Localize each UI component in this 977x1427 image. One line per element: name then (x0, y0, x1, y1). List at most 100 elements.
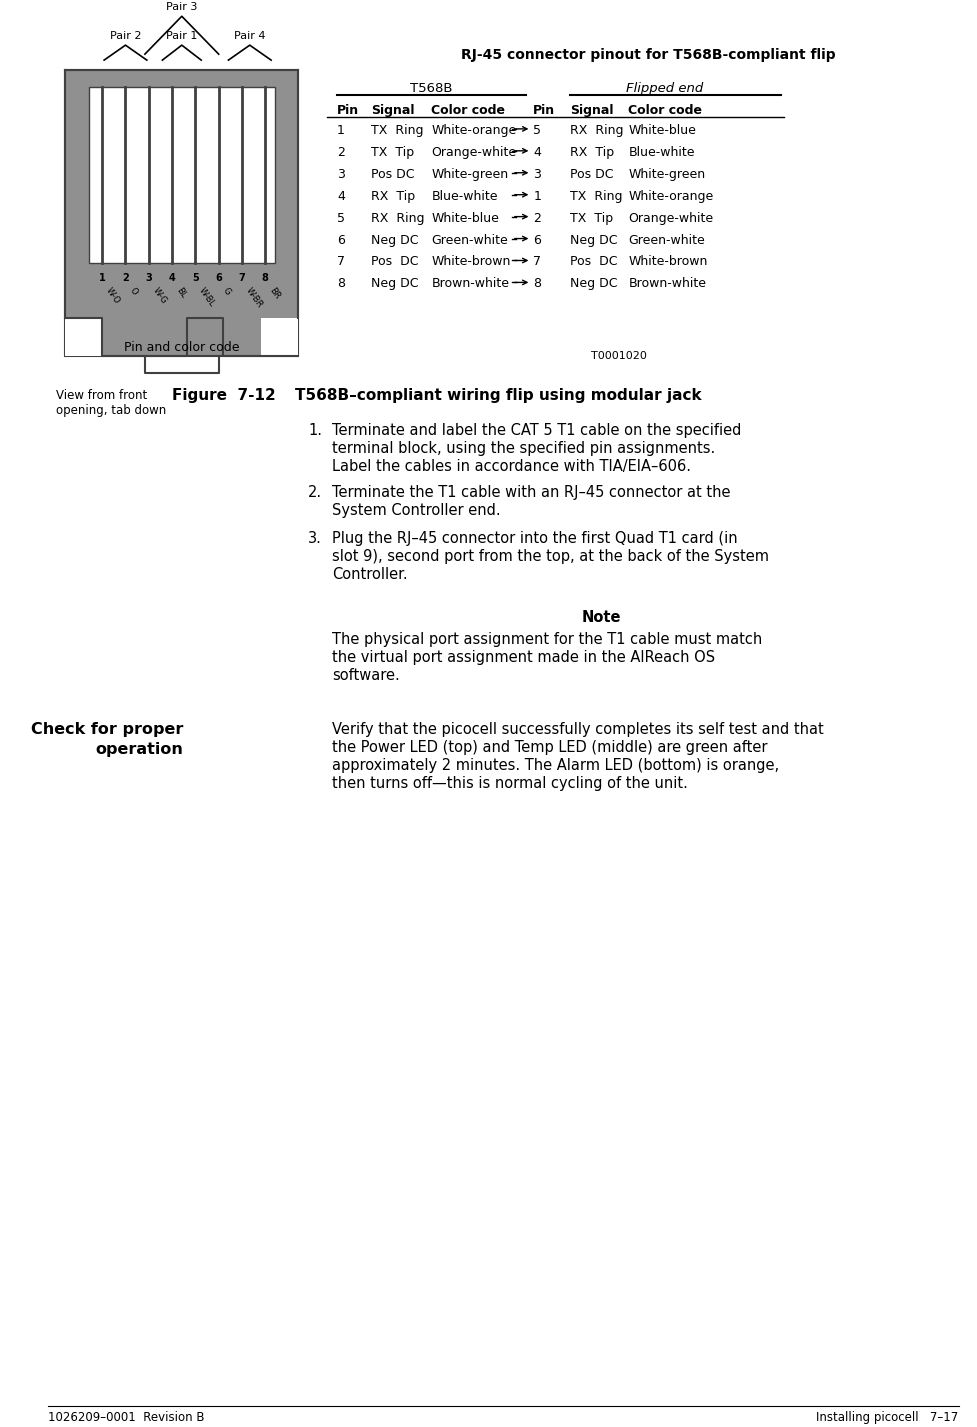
Text: Pos DC: Pos DC (570, 168, 613, 181)
Text: Terminate the T1 cable with an RJ–45 connector at the: Terminate the T1 cable with an RJ–45 con… (332, 485, 730, 499)
Text: 4: 4 (337, 190, 345, 203)
Text: BR: BR (267, 287, 281, 301)
Text: Color code: Color code (431, 104, 505, 117)
Text: System Controller end.: System Controller end. (332, 502, 500, 518)
Text: W-BR: W-BR (243, 287, 264, 310)
Text: Controller.: Controller. (332, 567, 407, 582)
Text: The physical port assignment for the T1 cable must match: The physical port assignment for the T1 … (332, 632, 762, 648)
Text: 3: 3 (337, 168, 345, 181)
Text: 6: 6 (532, 234, 540, 247)
Text: 1026209–0001  Revision B: 1026209–0001 Revision B (48, 1411, 204, 1424)
Text: 2.: 2. (308, 485, 321, 499)
Text: T568B: T568B (409, 81, 452, 96)
Text: slot 9), second port from the top, at the back of the System: slot 9), second port from the top, at th… (332, 548, 769, 564)
Text: RX  Tip: RX Tip (370, 190, 415, 203)
Text: TX  Ring: TX Ring (370, 124, 423, 137)
Text: Installing picocell   7–17: Installing picocell 7–17 (816, 1411, 957, 1424)
Text: Signal: Signal (570, 104, 613, 117)
Text: Flipped end: Flipped end (625, 81, 702, 96)
Bar (65, 70, 298, 357)
Text: W-G: W-G (150, 287, 168, 305)
Text: then turns off—this is normal cycling of the unit.: then turns off—this is normal cycling of… (332, 776, 688, 791)
Text: Neg DC: Neg DC (570, 234, 617, 247)
Text: 8: 8 (262, 274, 269, 284)
Text: 3: 3 (532, 168, 540, 181)
Text: 1: 1 (337, 124, 345, 137)
Text: White-blue: White-blue (628, 124, 696, 137)
Text: Verify that the picocell successfully completes its self test and that: Verify that the picocell successfully co… (332, 722, 824, 736)
Text: O: O (127, 287, 139, 297)
Text: White-orange: White-orange (431, 124, 516, 137)
Text: operation: operation (96, 742, 184, 756)
Text: BL: BL (174, 287, 188, 300)
Text: Pair 4: Pair 4 (234, 31, 265, 41)
Text: W-O: W-O (104, 287, 121, 307)
Text: 8: 8 (532, 277, 540, 291)
Text: Pair 3: Pair 3 (166, 3, 197, 13)
Text: Pair 1: Pair 1 (166, 31, 197, 41)
Text: 4: 4 (169, 274, 175, 284)
Text: the Power LED (top) and Temp LED (middle) are green after: the Power LED (top) and Temp LED (middle… (332, 741, 767, 755)
Text: Plug the RJ–45 connector into the first Quad T1 card (in: Plug the RJ–45 connector into the first … (332, 531, 738, 545)
Text: Brown-white: Brown-white (431, 277, 509, 291)
Text: Neg DC: Neg DC (370, 277, 418, 291)
Text: Figure  7-12: Figure 7-12 (172, 388, 276, 402)
Text: Neg DC: Neg DC (570, 277, 617, 291)
Text: 6: 6 (337, 234, 345, 247)
Text: RX  Ring: RX Ring (570, 124, 623, 137)
Text: TX  Tip: TX Tip (570, 211, 613, 224)
Bar (89, 87, 275, 264)
Text: terminal block, using the specified pin assignments.: terminal block, using the specified pin … (332, 441, 715, 455)
Text: White-brown: White-brown (628, 255, 707, 268)
Text: 1.: 1. (308, 422, 321, 438)
Text: Orange-white: Orange-white (628, 211, 713, 224)
Text: White-blue: White-blue (431, 211, 498, 224)
Text: RX  Ring: RX Ring (370, 211, 424, 224)
Text: 3.: 3. (308, 531, 321, 545)
Text: View from front
opening, tab down: View from front opening, tab down (56, 390, 166, 417)
Text: RX  Tip: RX Tip (570, 146, 614, 158)
Text: Pair 2: Pair 2 (109, 31, 141, 41)
Text: Neg DC: Neg DC (370, 234, 418, 247)
Text: White-orange: White-orange (628, 190, 713, 203)
Text: Note: Note (581, 611, 620, 625)
Text: Pin and color code: Pin and color code (124, 341, 239, 354)
Text: Check for proper: Check for proper (31, 722, 184, 736)
Text: Orange-white: Orange-white (431, 146, 516, 158)
Text: Pin: Pin (532, 104, 555, 117)
Text: Green-white: Green-white (431, 234, 508, 247)
Text: 3: 3 (146, 274, 152, 284)
Text: 2: 2 (337, 146, 345, 158)
Text: 1: 1 (532, 190, 540, 203)
Text: Pos  DC: Pos DC (370, 255, 418, 268)
Text: Green-white: Green-white (628, 234, 704, 247)
Text: the virtual port assignment made in the AIReach OS: the virtual port assignment made in the … (332, 651, 715, 665)
Text: 1: 1 (99, 274, 106, 284)
Text: 2: 2 (532, 211, 540, 224)
Text: Pin: Pin (337, 104, 359, 117)
Text: Color code: Color code (628, 104, 701, 117)
Text: 8: 8 (337, 277, 345, 291)
Text: 7: 7 (532, 255, 540, 268)
Text: Pos DC: Pos DC (370, 168, 414, 181)
Text: 5: 5 (532, 124, 540, 137)
Text: T568B–compliant wiring flip using modular jack: T568B–compliant wiring flip using modula… (295, 388, 701, 402)
Text: 2: 2 (122, 274, 129, 284)
Text: 5: 5 (191, 274, 198, 284)
Text: TX  Ring: TX Ring (570, 190, 622, 203)
Text: White-green: White-green (628, 168, 704, 181)
Text: Brown-white: Brown-white (628, 277, 705, 291)
Text: Terminate and label the CAT 5 T1 cable on the specified: Terminate and label the CAT 5 T1 cable o… (332, 422, 741, 438)
Text: 7: 7 (238, 274, 245, 284)
Text: Blue-white: Blue-white (628, 146, 695, 158)
Text: Signal: Signal (370, 104, 414, 117)
Text: Label the cables in accordance with TIA/EIA–606.: Label the cables in accordance with TIA/… (332, 459, 691, 474)
Bar (261, 318, 298, 357)
Text: RJ-45 connector pinout for T568B-compliant flip: RJ-45 connector pinout for T568B-complia… (460, 49, 834, 63)
Bar (65, 318, 102, 357)
Text: 4: 4 (532, 146, 540, 158)
Text: W-BL: W-BL (197, 287, 217, 308)
Text: 6: 6 (215, 274, 222, 284)
Text: approximately 2 minutes. The Alarm LED (bottom) is orange,: approximately 2 minutes. The Alarm LED (… (332, 758, 779, 773)
Text: 5: 5 (337, 211, 345, 224)
